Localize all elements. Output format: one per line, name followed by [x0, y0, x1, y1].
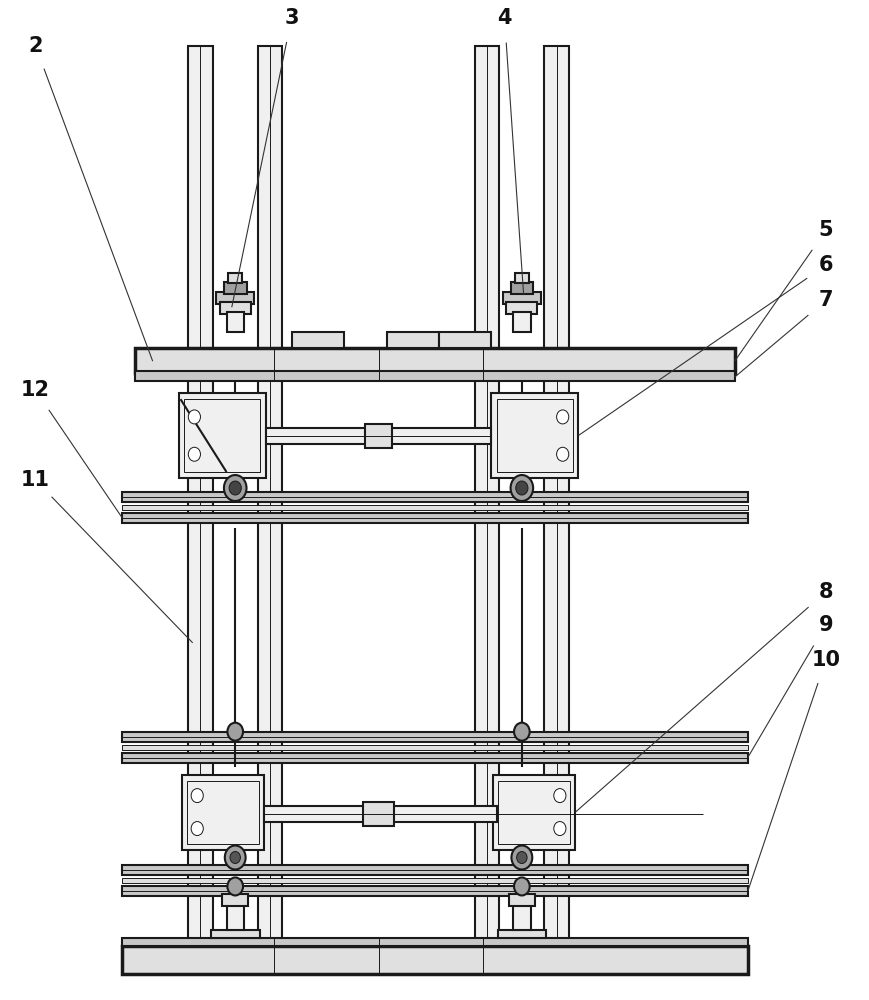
Circle shape — [554, 789, 566, 803]
Circle shape — [514, 877, 529, 895]
Circle shape — [511, 846, 532, 869]
Bar — [123, 505, 746, 510]
Bar — [257, 46, 282, 974]
Bar — [364, 424, 392, 448]
Bar — [491, 393, 578, 478]
Bar — [493, 775, 574, 850]
Bar — [496, 399, 573, 472]
Bar — [183, 399, 260, 472]
Bar — [502, 292, 541, 304]
Bar — [226, 312, 243, 332]
Text: 7: 7 — [818, 290, 833, 310]
Text: 8: 8 — [818, 582, 833, 602]
Bar — [223, 282, 246, 294]
Text: 9: 9 — [818, 615, 833, 635]
Circle shape — [224, 846, 245, 869]
Text: 10: 10 — [811, 650, 839, 670]
Bar — [513, 902, 530, 930]
Bar — [178, 393, 265, 478]
Bar — [544, 46, 568, 974]
Circle shape — [227, 877, 242, 895]
Circle shape — [229, 852, 240, 863]
Circle shape — [556, 447, 568, 461]
Bar — [513, 312, 530, 332]
Text: 2: 2 — [28, 36, 43, 56]
Text: 12: 12 — [21, 380, 50, 400]
Text: 5: 5 — [818, 220, 833, 240]
Bar — [123, 513, 746, 523]
Bar — [123, 492, 746, 502]
Bar — [508, 894, 534, 906]
Circle shape — [229, 481, 241, 495]
Bar — [136, 371, 733, 381]
Bar — [216, 292, 254, 304]
Bar — [182, 775, 264, 850]
Circle shape — [510, 475, 533, 501]
Bar — [123, 753, 746, 763]
Bar — [228, 273, 242, 283]
Bar — [264, 806, 496, 822]
Bar — [498, 781, 570, 844]
Bar — [187, 781, 259, 844]
Text: 11: 11 — [21, 470, 50, 490]
Bar — [136, 348, 733, 373]
Circle shape — [556, 410, 568, 424]
Circle shape — [223, 475, 246, 501]
Bar — [514, 896, 528, 930]
Circle shape — [227, 483, 242, 501]
Circle shape — [514, 483, 529, 501]
Bar — [506, 302, 537, 314]
Circle shape — [514, 723, 529, 741]
Bar — [362, 802, 394, 826]
Bar — [123, 946, 746, 974]
Circle shape — [515, 481, 527, 495]
Bar — [219, 302, 250, 314]
Circle shape — [554, 822, 566, 836]
Bar — [510, 282, 533, 294]
Bar — [387, 332, 439, 348]
Bar — [188, 46, 212, 974]
Bar — [123, 878, 746, 883]
Bar — [123, 732, 746, 742]
Bar — [265, 428, 491, 444]
Bar — [210, 930, 259, 938]
Circle shape — [191, 789, 203, 803]
Bar — [497, 930, 546, 938]
Bar — [123, 745, 746, 750]
Bar — [474, 46, 499, 974]
Circle shape — [516, 852, 527, 863]
Bar — [123, 865, 746, 875]
Bar — [226, 902, 243, 930]
Bar — [228, 896, 242, 930]
Circle shape — [188, 447, 200, 461]
Text: 4: 4 — [497, 8, 511, 28]
Bar — [291, 332, 343, 348]
Circle shape — [191, 822, 203, 836]
Text: 3: 3 — [284, 8, 299, 28]
Bar — [439, 332, 491, 348]
Circle shape — [227, 723, 242, 741]
Circle shape — [188, 410, 200, 424]
Bar — [123, 938, 746, 946]
Bar — [222, 894, 248, 906]
Bar — [123, 886, 746, 896]
Bar — [514, 273, 528, 283]
Text: 6: 6 — [818, 255, 833, 275]
